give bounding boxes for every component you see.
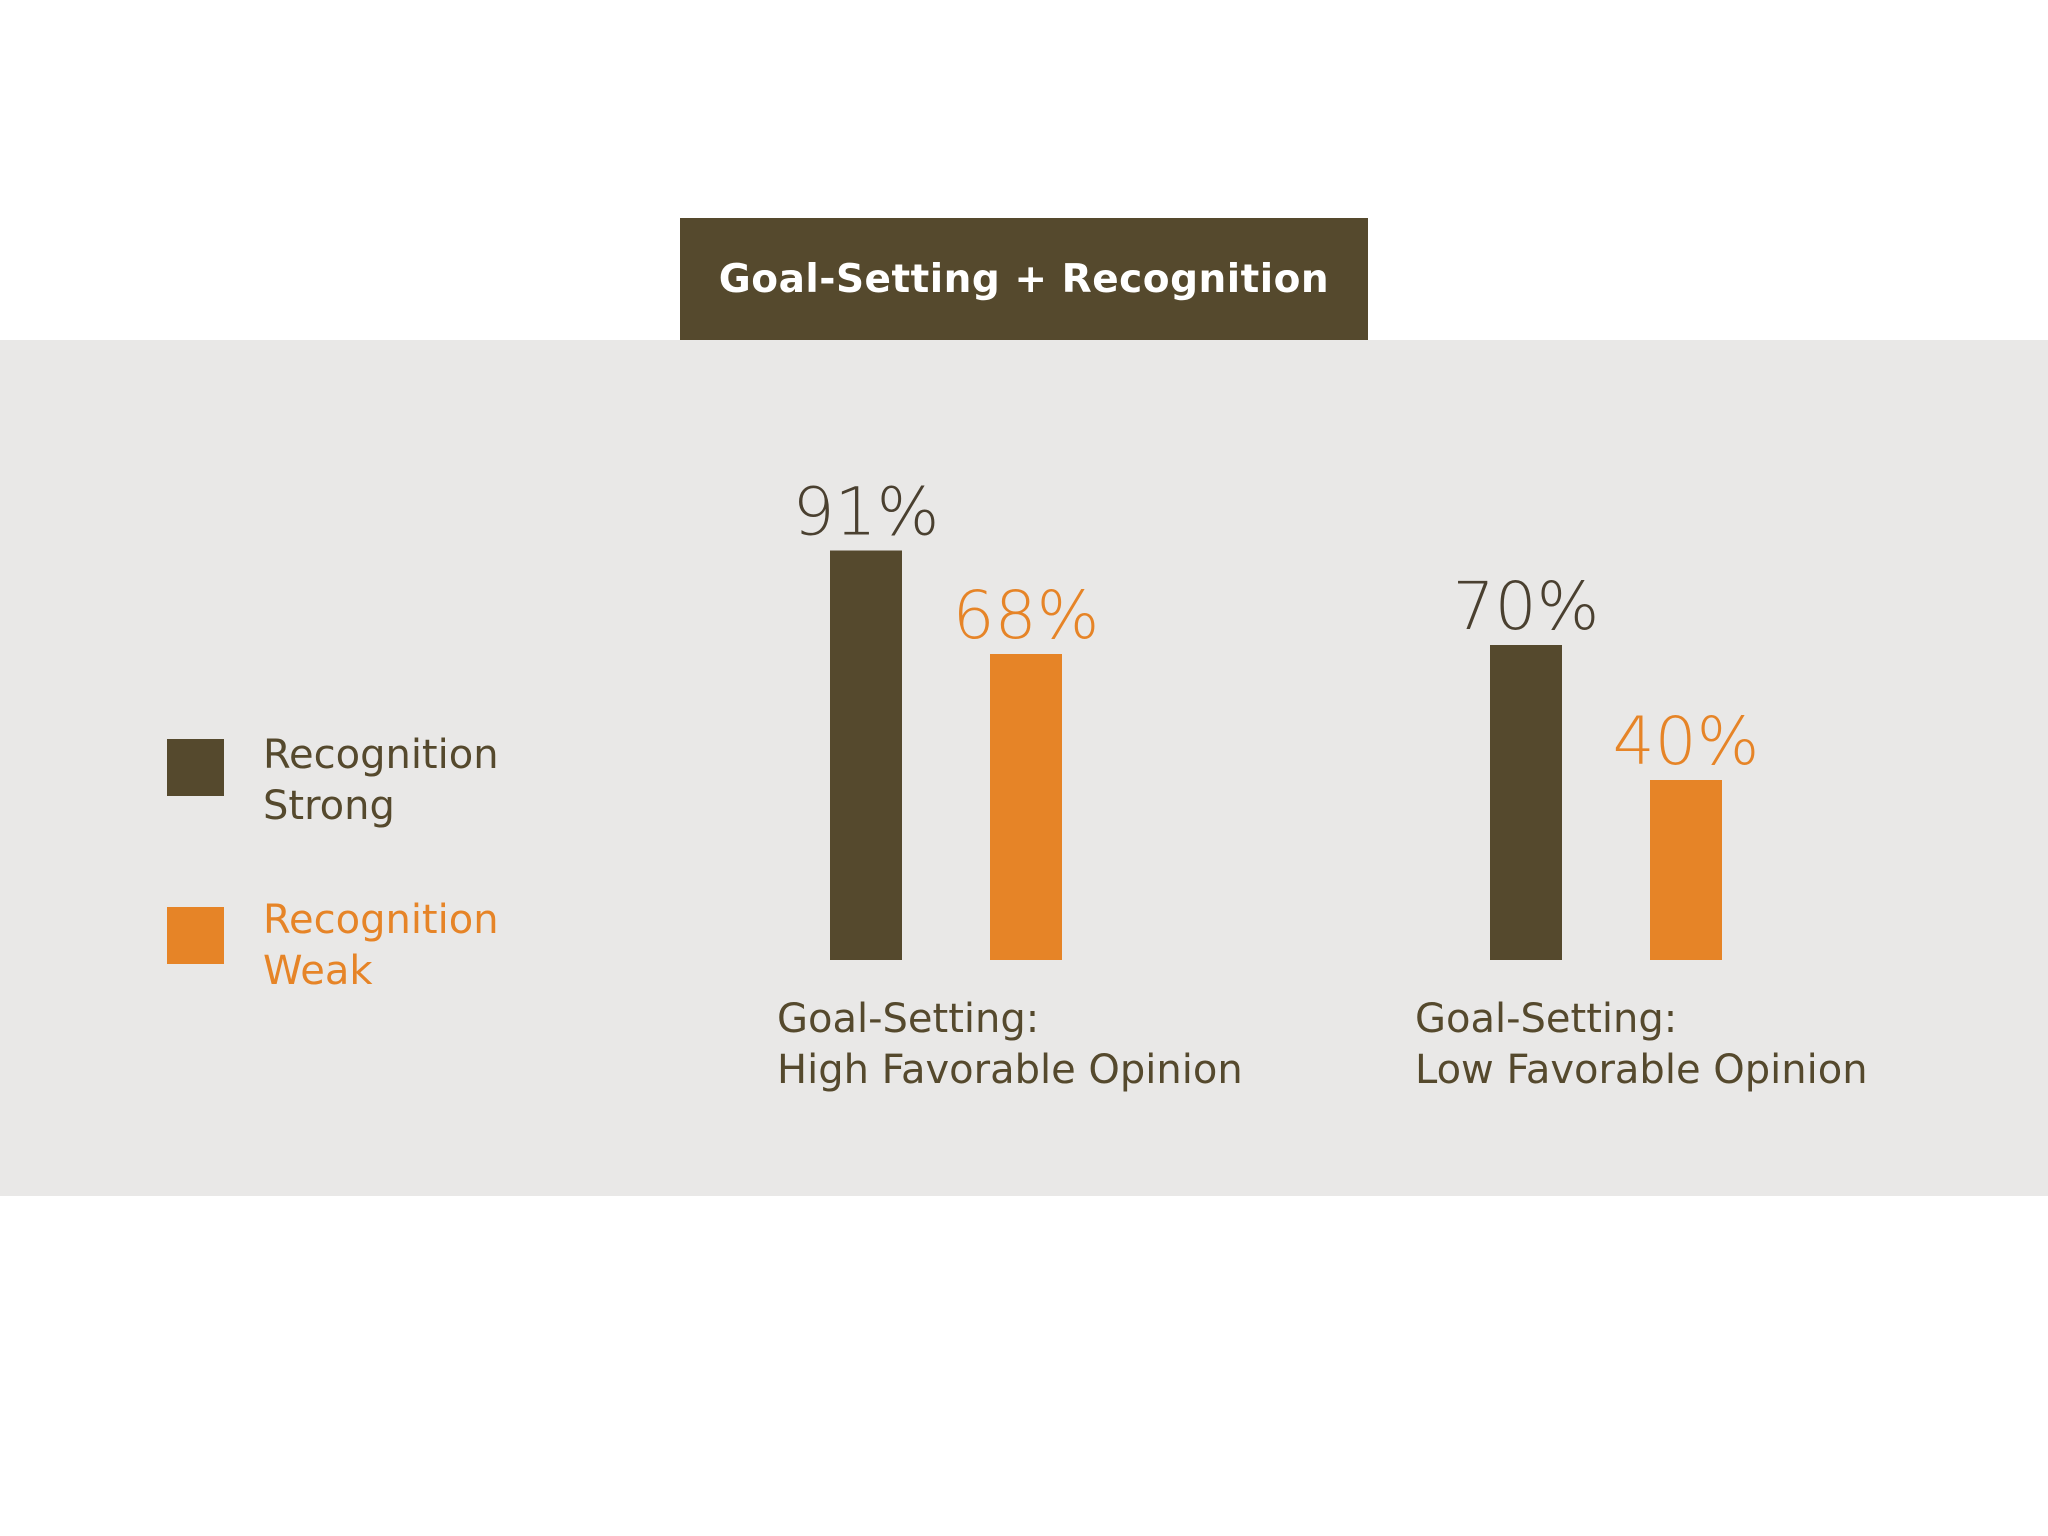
data-label-strong-high: 91%: [793, 474, 940, 551]
bar-strong-high: [830, 550, 902, 960]
bar-weak-high: [990, 654, 1062, 960]
category-label-high: Goal-Setting: High Favorable Opinion: [777, 996, 1243, 1093]
legend-swatch-strong: [167, 739, 224, 796]
bar-strong-low: [1490, 645, 1562, 960]
data-label-strong-low: 70%: [1453, 568, 1600, 645]
data-label-weak-low: 40%: [1613, 703, 1760, 780]
legend-label-strong: Recognition Strong: [263, 732, 499, 829]
chart-title: Goal-Setting + Recognition: [718, 256, 1330, 302]
data-label-weak-high: 68%: [953, 577, 1100, 654]
category-label-low: Goal-Setting: Low Favorable Opinion: [1415, 996, 1868, 1093]
chart-title-box: Goal-Setting + Recognition: [680, 218, 1368, 340]
bar-weak-low: [1650, 780, 1722, 960]
legend-swatch-weak: [167, 907, 224, 964]
legend-label-weak: Recognition Weak: [263, 897, 499, 994]
